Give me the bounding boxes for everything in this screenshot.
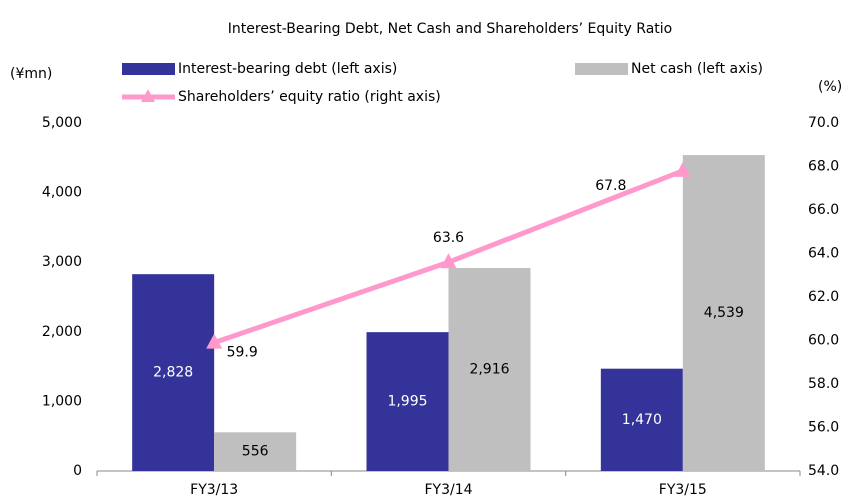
- x-tick-label: FY3/13: [190, 482, 238, 498]
- y-tick-label: 5,000: [42, 115, 82, 131]
- legend-swatch: [575, 63, 628, 75]
- data-label: 556: [242, 444, 269, 460]
- bar: [682, 155, 765, 471]
- y2-axis-title: (%): [818, 79, 842, 95]
- chart-title: Interest-Bearing Debt, Net Cash and Shar…: [228, 21, 672, 37]
- y2-tick-label: 70.0: [808, 115, 839, 131]
- data-label: 1,995: [387, 394, 427, 410]
- y2-tick-label: 62.0: [808, 289, 839, 305]
- bar: [366, 332, 449, 471]
- y-tick-label: 0: [73, 463, 82, 479]
- data-label: 2,916: [469, 362, 509, 378]
- y2-tick-label: 56.0: [808, 420, 839, 436]
- marker: [206, 333, 223, 349]
- y2-tick-label: 54.0: [808, 463, 839, 479]
- legend-label: Net cash (left axis): [631, 61, 763, 77]
- y-tick-label: 4,000: [42, 185, 82, 201]
- y2-tick-label: 66.0: [808, 202, 839, 218]
- y2-tick-label: 58.0: [808, 376, 839, 392]
- y-tick-label: 2,000: [42, 324, 82, 340]
- y2-tick-label: 68.0: [808, 159, 839, 175]
- data-label: 4,539: [704, 305, 744, 321]
- data-label: 59.9: [227, 345, 258, 361]
- y-tick-label: 3,000: [42, 254, 82, 270]
- legend-marker: [141, 89, 155, 102]
- bar: [214, 432, 297, 471]
- data-label: 2,828: [153, 365, 193, 381]
- x-tick-label: FY3/14: [424, 482, 472, 498]
- data-label: 63.6: [433, 230, 464, 246]
- legend-swatch: [122, 63, 175, 75]
- bar: [600, 368, 683, 471]
- y2-tick-label: 60.0: [808, 333, 839, 349]
- marker: [674, 161, 691, 177]
- marker: [440, 253, 457, 269]
- x-tick-label: FY3/15: [659, 482, 707, 498]
- data-label: 1,470: [622, 412, 662, 428]
- legend-label: Interest-bearing debt (left axis): [178, 61, 397, 77]
- y2-tick-label: 64.0: [808, 246, 839, 262]
- y-tick-label: 1,000: [42, 393, 82, 409]
- data-label: 67.8: [595, 178, 626, 194]
- bar: [132, 274, 215, 471]
- legend-label: Shareholders’ equity ratio (right axis): [178, 89, 441, 105]
- y-axis-title: (¥mn): [10, 66, 52, 82]
- bar: [448, 268, 531, 471]
